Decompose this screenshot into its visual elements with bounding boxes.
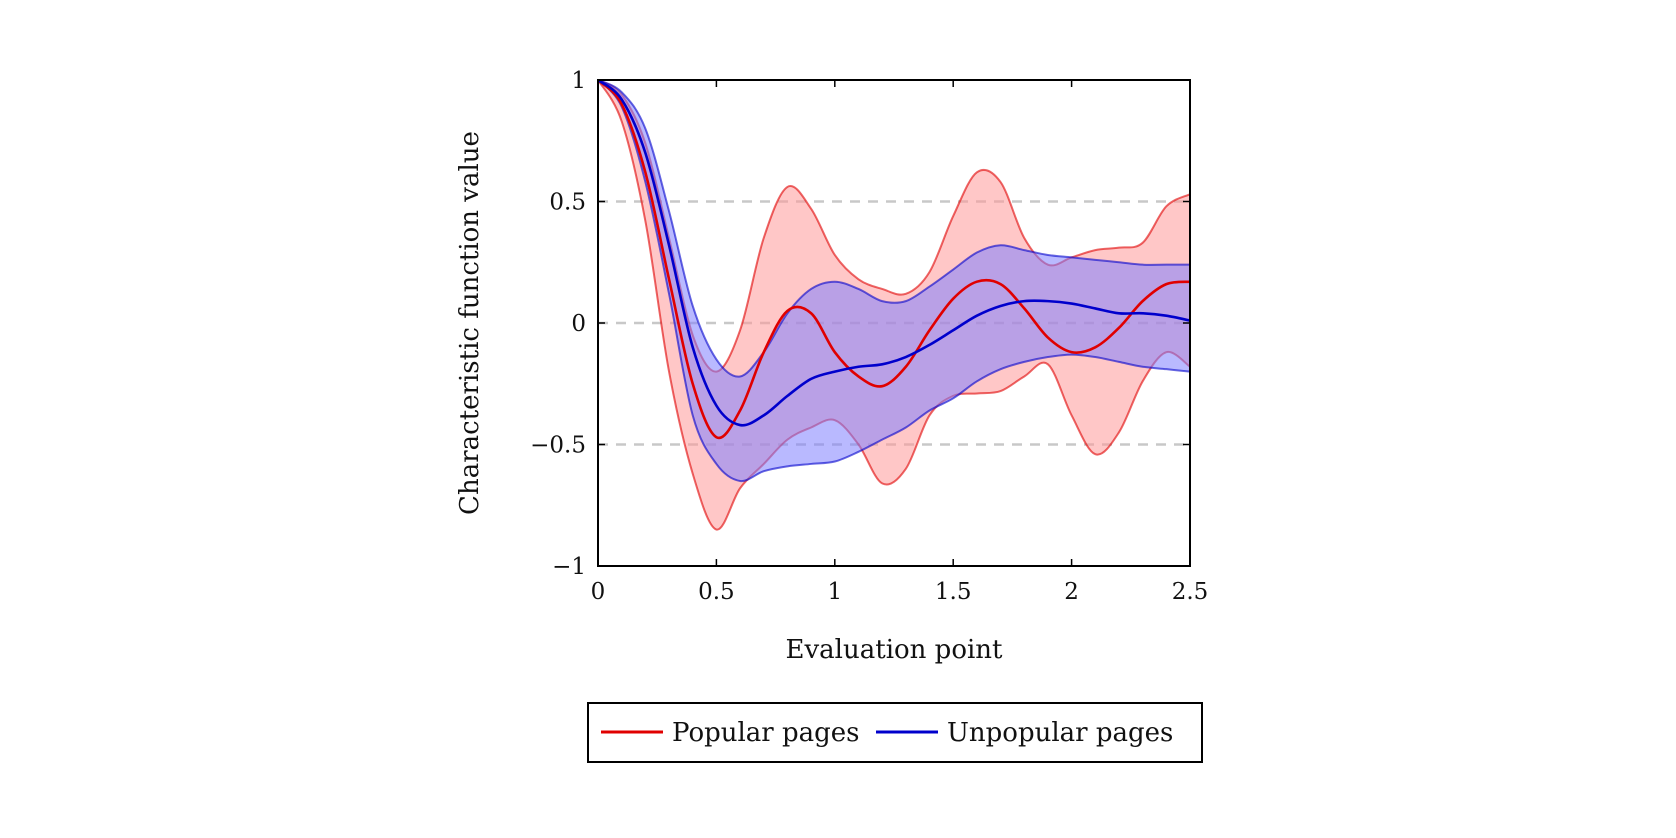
y-tick-label: −0.5	[530, 433, 586, 459]
y-axis-label: Characteristic function value	[455, 131, 485, 515]
x-tick-label: 1	[827, 579, 842, 605]
y-tick-label: 1	[571, 68, 586, 94]
x-tick-labels: 0 0.5 1 1.5 2 2.5	[591, 579, 1209, 605]
legend-label-popular: Popular pages	[672, 718, 860, 748]
y-tick-label: 0.5	[549, 190, 586, 216]
x-tick-label: 0	[591, 579, 606, 605]
legend: Popular pages Unpopular pages	[587, 702, 1203, 763]
x-tick-label: 2.5	[1172, 579, 1209, 605]
y-tick-label: −1	[552, 554, 586, 580]
x-axis-label: Evaluation point	[786, 635, 1004, 665]
confidence-bands	[598, 80, 1190, 531]
band-upper-unpopular	[598, 80, 1190, 378]
band-lower-unpopular	[598, 80, 1190, 482]
y-tick-label: 0	[571, 311, 586, 337]
x-tick-label: 2	[1064, 579, 1079, 605]
band-unpopular	[598, 80, 1190, 482]
x-tick-label: 0.5	[698, 579, 735, 605]
legend-label-unpopular: Unpopular pages	[947, 718, 1173, 748]
series-line-popular	[598, 80, 1190, 440]
series-lines	[598, 80, 1190, 440]
y-tick-labels: −1 −0.5 0 0.5 1	[530, 68, 586, 580]
plot-frame	[597, 79, 1191, 567]
band-lower-popular	[598, 80, 1190, 531]
x-tick-label: 1.5	[935, 579, 972, 605]
series-line-unpopular	[598, 80, 1190, 427]
